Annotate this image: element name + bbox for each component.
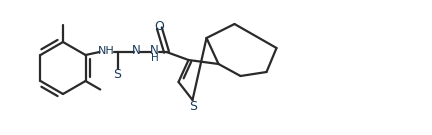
Text: H: H — [151, 53, 159, 63]
Text: S: S — [114, 68, 121, 82]
Text: N: N — [132, 43, 141, 57]
Text: S: S — [190, 100, 197, 114]
Text: N: N — [150, 45, 159, 58]
Text: NH: NH — [98, 46, 115, 56]
Text: O: O — [154, 20, 164, 33]
